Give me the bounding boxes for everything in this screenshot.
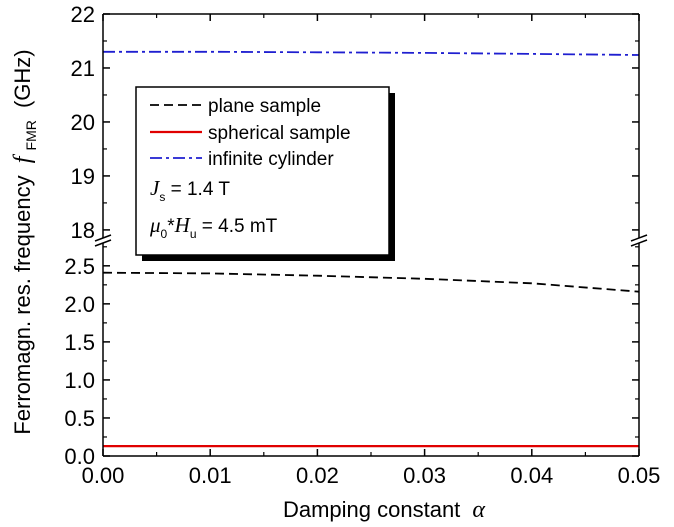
x-axis-label-main: Damping constant <box>283 497 460 522</box>
y-tick-label: 21 <box>71 56 95 81</box>
axis-break-mark-right <box>630 239 648 247</box>
y-axis-unit: (GHz) <box>10 49 35 108</box>
y-axis-label-main: Ferromagn. res. frequency <box>10 175 35 434</box>
y-tick-label: 20 <box>71 110 95 135</box>
y-tick-label: 22 <box>71 2 95 27</box>
axis-break-mark-left <box>94 234 112 242</box>
annotation-anisotropy: μ0*Hu = 4.5 mT <box>149 213 278 241</box>
legend-label: spherical sample <box>208 123 351 144</box>
y-tick-label: 18 <box>71 218 95 243</box>
x-axis-symbol: α <box>472 497 485 523</box>
annotation-saturation: Js = 1.4 T <box>150 176 230 204</box>
series-line-plane-sample <box>102 271 640 293</box>
series-line-infinite-cylinder <box>103 50 640 56</box>
axis-break-mark-left <box>94 239 112 247</box>
y-tick-label: 0.5 <box>64 406 95 431</box>
y-axis-label: Ferromagn. res. frequency f FMR (GHz) <box>10 49 41 434</box>
y-tick-label: 1.0 <box>64 368 95 393</box>
y-tick-label: 2.5 <box>64 254 95 279</box>
y-tick-label: 19 <box>71 164 95 189</box>
y-axis-subscript: FMR <box>23 120 39 150</box>
y-tick-label: 2.0 <box>64 292 95 317</box>
x-tick-label: 0.03 <box>403 463 446 488</box>
x-tick-label: 0.00 <box>82 463 125 488</box>
x-tick-label: 0.05 <box>618 463 661 488</box>
x-tick-label: 0.02 <box>296 463 339 488</box>
legend-box <box>135 86 390 256</box>
legend-label: infinite cylinder <box>208 149 334 170</box>
legend-label: plane sample <box>208 96 321 117</box>
axis-break-mark-right <box>630 234 648 242</box>
x-axis-label: Damping constant α <box>283 497 485 523</box>
x-tick-label: 0.04 <box>510 463 553 488</box>
y-axis-symbol: f <box>10 153 36 163</box>
x-tick-label: 0.01 <box>189 463 232 488</box>
y-tick-label: 0.0 <box>64 444 95 469</box>
y-tick-label: 1.5 <box>64 330 95 355</box>
